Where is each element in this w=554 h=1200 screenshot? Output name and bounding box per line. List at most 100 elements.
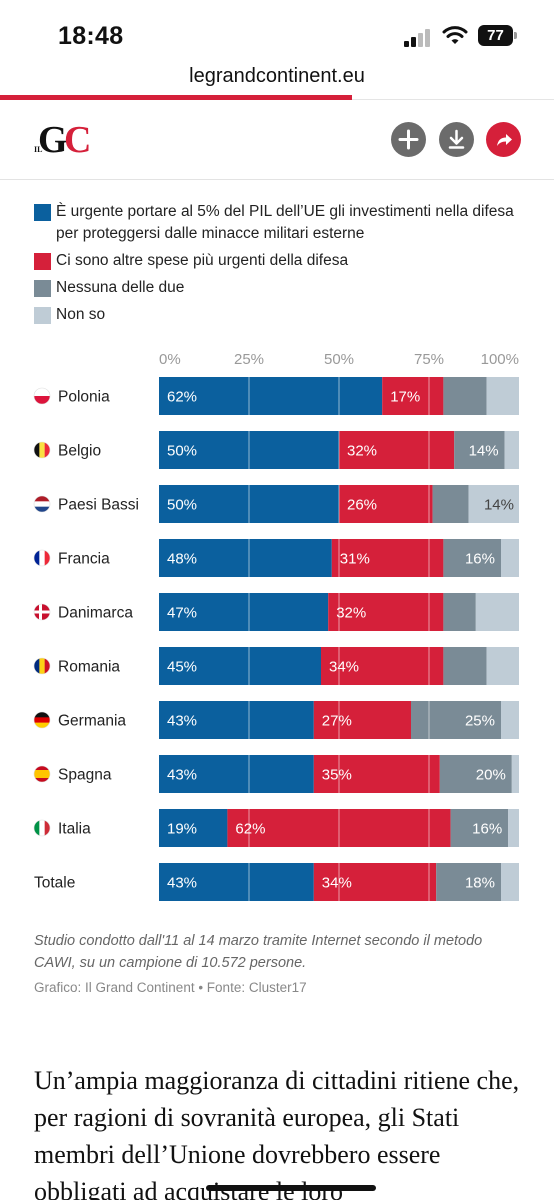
bar-segment bbox=[411, 701, 501, 739]
bar-segment bbox=[501, 539, 519, 577]
data-label: 14% bbox=[484, 497, 514, 514]
chart-source: Grafico: Il Grand Continent • Fonte: Clu… bbox=[34, 980, 307, 995]
bar-segment bbox=[443, 539, 501, 577]
france-flag-icon bbox=[34, 550, 50, 566]
data-label: 27% bbox=[322, 713, 352, 730]
row-label: Belgio bbox=[58, 443, 101, 460]
flag-border bbox=[33, 711, 51, 729]
data-label: 48% bbox=[167, 551, 197, 568]
data-label: 43% bbox=[167, 875, 197, 892]
flag-border bbox=[33, 819, 51, 837]
bar-segment bbox=[339, 485, 433, 523]
bar-segment bbox=[321, 647, 444, 685]
bar-segment bbox=[159, 593, 329, 631]
legend-swatch bbox=[34, 280, 51, 297]
data-label: 19% bbox=[167, 821, 197, 838]
bar-segment bbox=[511, 755, 519, 793]
bar-segment bbox=[382, 377, 444, 415]
bar-segment bbox=[159, 539, 332, 577]
flag-border bbox=[33, 495, 51, 513]
legend-label: È urgente portare al 5% del PIL dell’UE … bbox=[56, 203, 514, 242]
data-label: 25% bbox=[465, 713, 495, 730]
data-label: 32% bbox=[336, 605, 366, 622]
data-label: 14% bbox=[469, 443, 499, 460]
data-label: 43% bbox=[167, 767, 197, 784]
denmark-flag-icon bbox=[34, 604, 50, 620]
legend-swatch bbox=[34, 307, 51, 324]
flag-border bbox=[33, 765, 51, 783]
share-icon bbox=[497, 134, 512, 146]
bar-segment bbox=[313, 755, 440, 793]
home-indicator[interactable] bbox=[206, 1185, 376, 1191]
bar-segment bbox=[486, 647, 519, 685]
row-label: Totale bbox=[34, 875, 75, 892]
article-paragraph: Un’ampia maggioranza di cittadini ritien… bbox=[34, 1066, 520, 1200]
row-label: Italia bbox=[58, 821, 91, 838]
row-label: Germania bbox=[58, 713, 126, 730]
download-icon bbox=[448, 129, 465, 149]
add-icon bbox=[398, 129, 419, 150]
add-button[interactable] bbox=[391, 122, 426, 157]
bar-segment bbox=[328, 593, 444, 631]
page-load-progress bbox=[0, 95, 352, 100]
download-button[interactable] bbox=[439, 122, 474, 157]
address-bar[interactable]: legrandcontinent.eu bbox=[0, 62, 554, 98]
bar-segment bbox=[159, 863, 314, 901]
data-label: 62% bbox=[167, 389, 197, 406]
spain-flag-icon bbox=[34, 766, 50, 782]
battery-icon: 77 bbox=[478, 25, 518, 46]
legend-item-neither: Nessuna delle due bbox=[34, 277, 534, 299]
row-label: Romania bbox=[58, 659, 120, 676]
bar-segment bbox=[475, 593, 519, 631]
status-time: 18:48 bbox=[58, 22, 124, 50]
bar-segment bbox=[313, 701, 411, 739]
romania-flag-icon bbox=[34, 658, 50, 674]
bar-segment bbox=[501, 701, 519, 739]
row-label: Francia bbox=[58, 551, 110, 568]
flag-border bbox=[33, 657, 51, 675]
poland-flag-icon bbox=[34, 388, 50, 404]
bar-segment bbox=[159, 701, 314, 739]
bar-segment bbox=[432, 485, 469, 523]
bar-segment bbox=[331, 539, 444, 577]
flag-border bbox=[33, 441, 51, 459]
site-logo[interactable]: IL G C bbox=[34, 118, 91, 162]
legend-label: Ci sono altre spese più urgenti della di… bbox=[56, 252, 349, 269]
legend-swatch bbox=[34, 204, 51, 221]
legend-swatch bbox=[34, 253, 51, 270]
data-label: 35% bbox=[322, 767, 352, 784]
data-label: 16% bbox=[472, 821, 502, 838]
italy-flag-icon bbox=[34, 820, 50, 836]
data-label: 45% bbox=[167, 659, 197, 676]
data-label: 20% bbox=[476, 767, 506, 784]
x-tick-label: 0% bbox=[159, 351, 181, 368]
bar-segment bbox=[339, 431, 455, 469]
data-label: 18% bbox=[465, 875, 495, 892]
share-button[interactable] bbox=[486, 122, 521, 157]
row-label: Paesi Bassi bbox=[58, 497, 139, 514]
bar-segment bbox=[159, 755, 314, 793]
site-header: IL G C bbox=[0, 100, 554, 180]
bar-segment bbox=[504, 431, 519, 469]
legend-label: Nessuna delle due bbox=[56, 279, 185, 296]
bar-segment bbox=[439, 755, 512, 793]
legend-item-urgent: È urgente portare al 5% del PIL dell’UE … bbox=[34, 201, 534, 245]
stacked-bar-chart: 0% 25% 50% 75% 100% Polonia 62% 17% Belgio 50% 32%… bbox=[33, 351, 519, 901]
legend-item-other: Ci sono altre spese più urgenti della di… bbox=[34, 250, 534, 272]
bar-segment bbox=[486, 377, 519, 415]
row-label: Danimarca bbox=[58, 605, 133, 622]
germany-flag-icon bbox=[34, 712, 50, 728]
url-text[interactable]: legrandcontinent.eu bbox=[189, 65, 365, 87]
data-label: 62% bbox=[235, 821, 265, 838]
bar-segment bbox=[436, 863, 501, 901]
data-label: 43% bbox=[167, 713, 197, 730]
bar-segment bbox=[443, 647, 487, 685]
x-tick-label: 25% bbox=[234, 351, 264, 368]
x-tick-label: 100% bbox=[481, 351, 519, 368]
row-label: Spagna bbox=[58, 767, 112, 784]
flag-border bbox=[33, 549, 51, 567]
bar-segment bbox=[468, 485, 519, 523]
data-label: 32% bbox=[347, 443, 377, 460]
bar-segment bbox=[454, 431, 505, 469]
bar-segment bbox=[313, 863, 437, 901]
